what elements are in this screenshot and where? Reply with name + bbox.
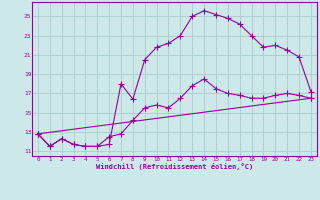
X-axis label: Windchill (Refroidissement éolien,°C): Windchill (Refroidissement éolien,°C)	[96, 163, 253, 170]
